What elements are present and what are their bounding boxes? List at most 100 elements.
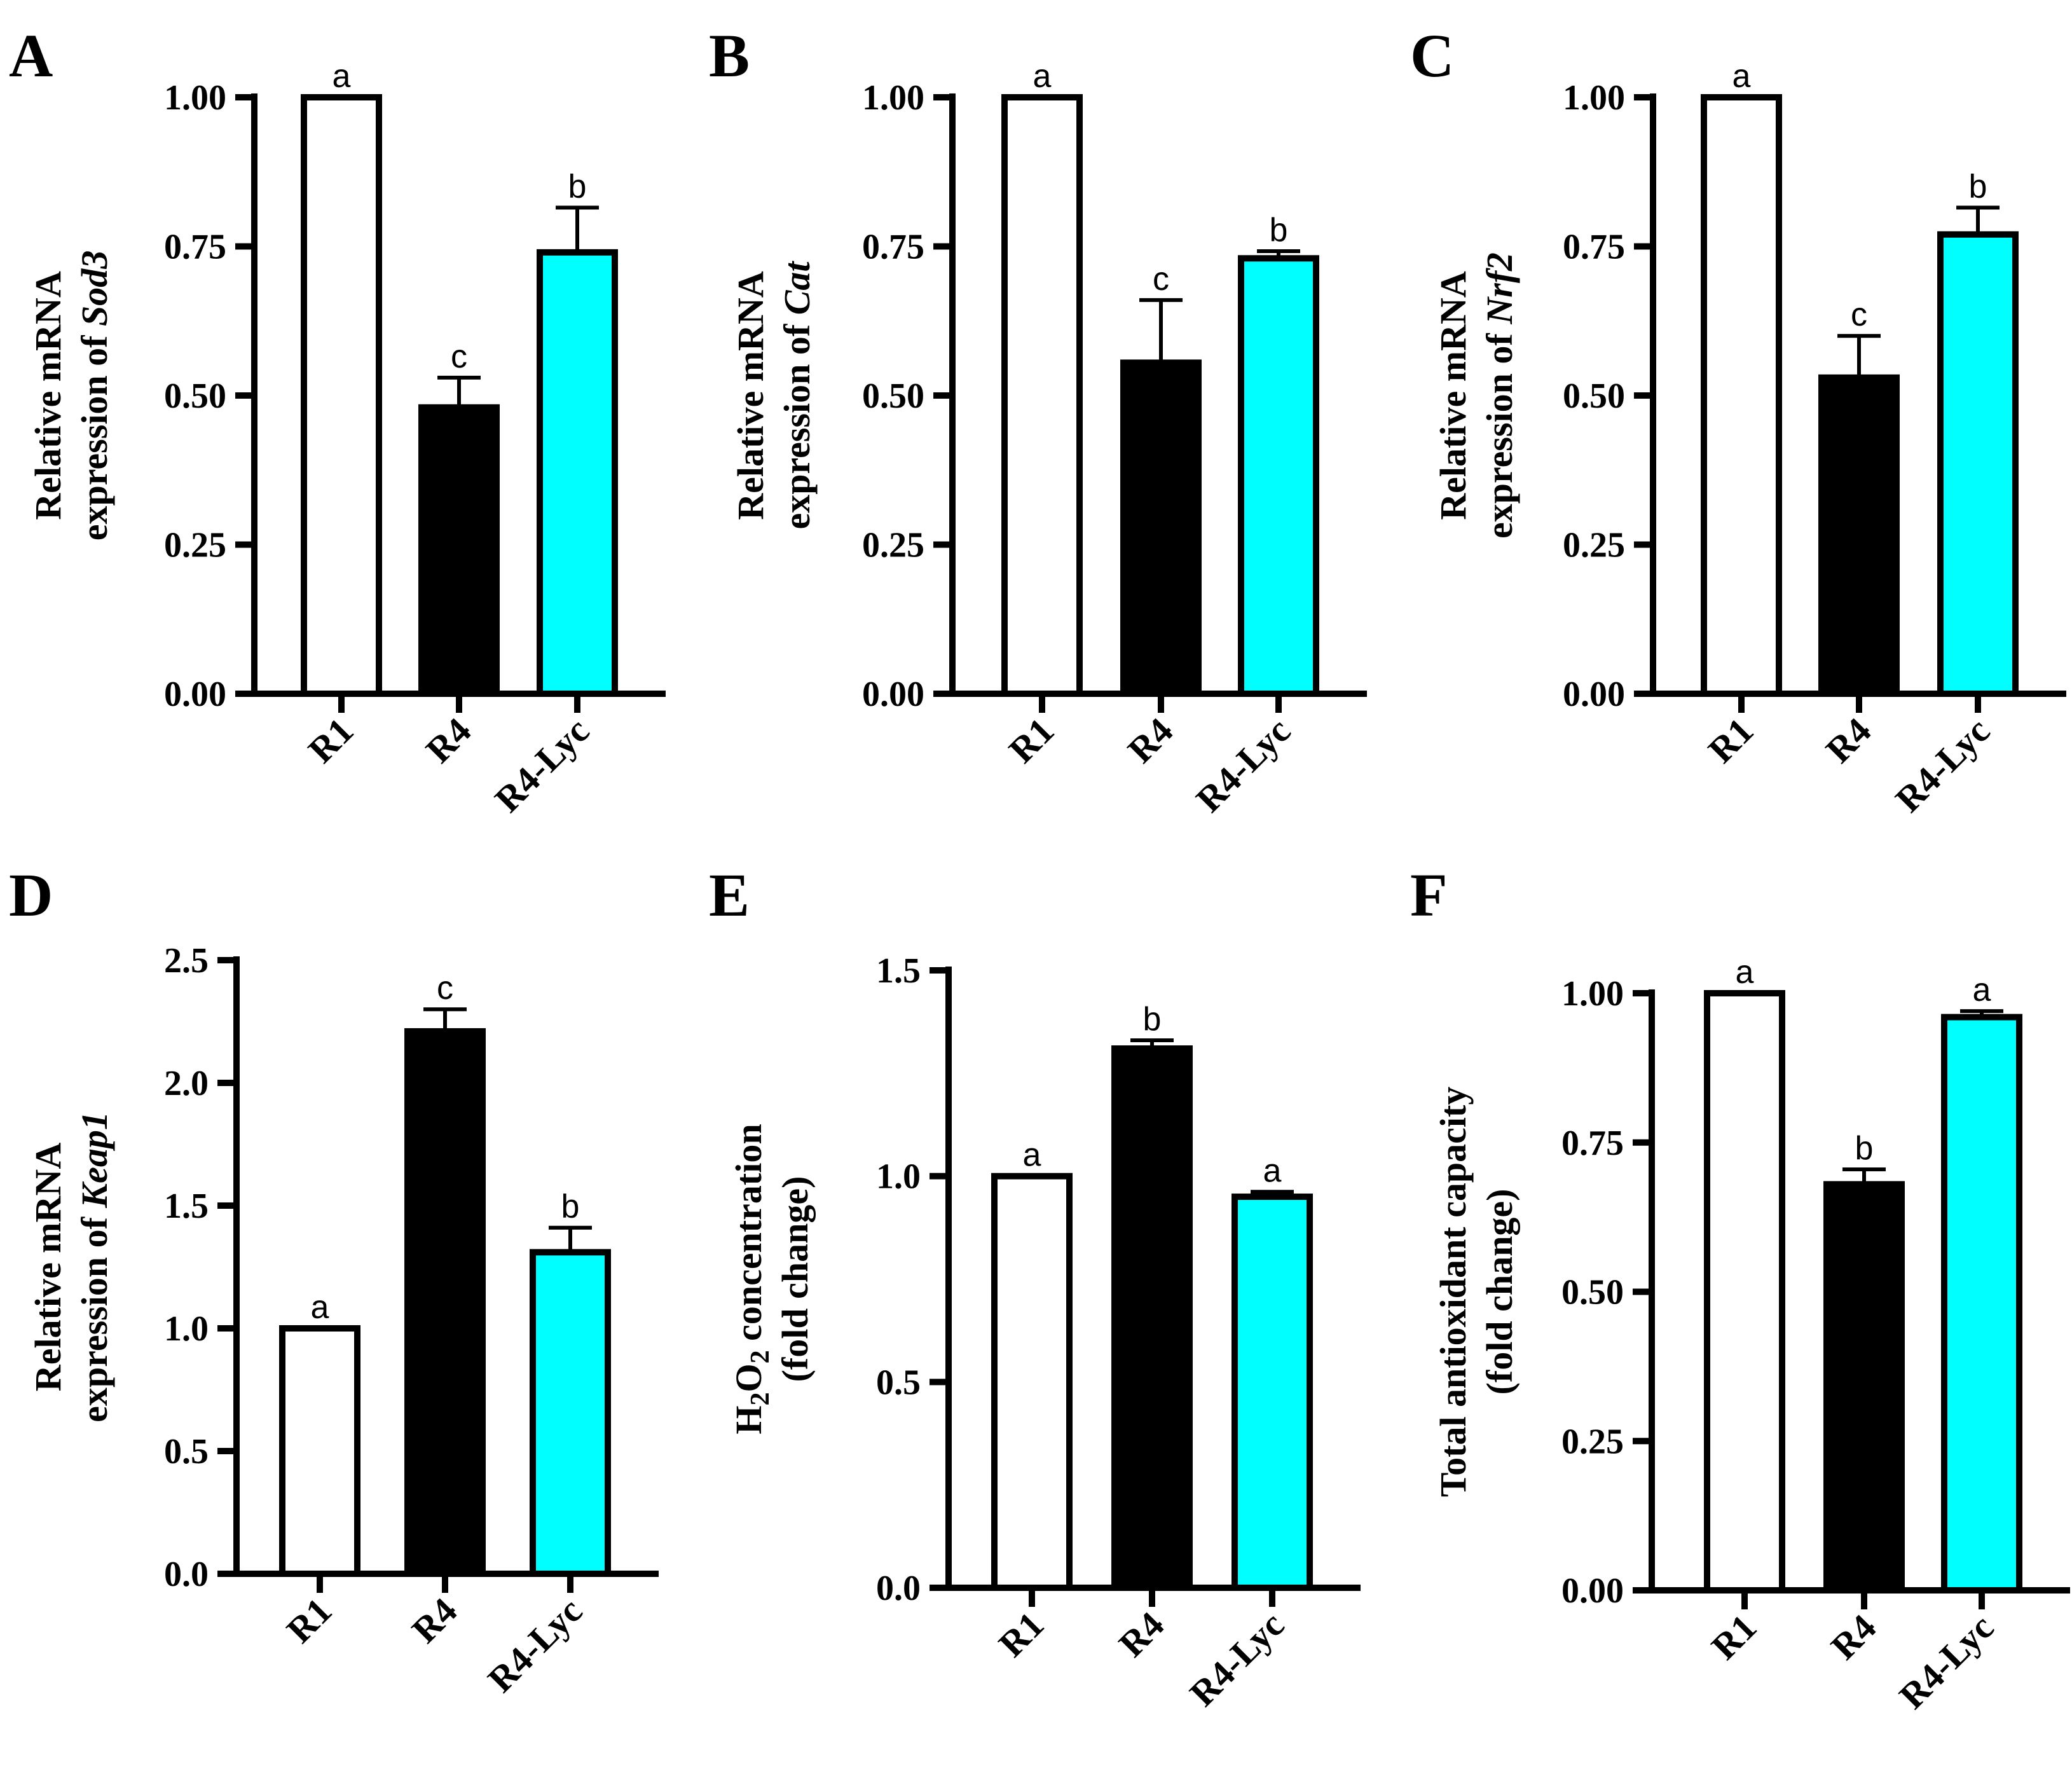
y-tick-label: 0.00 [862, 675, 924, 714]
y-axis-title-gene: Sod3 [74, 251, 115, 326]
panel-letter: F [1410, 861, 1448, 929]
category-label: R4 [1120, 710, 1181, 771]
y-tick-label: 0.5 [876, 1363, 921, 1402]
significance-letter: a [311, 1289, 329, 1326]
category-label: R4 [1823, 1606, 1884, 1667]
panel-letter: B [709, 22, 750, 90]
y-axis-title-line2: expression of Nrf2 [1479, 252, 1520, 539]
y-tick-label: 1.5 [164, 1187, 209, 1226]
y-axis-title-line1: H2O2 concentration [728, 1124, 775, 1434]
bar-r1 [1001, 94, 1083, 697]
y-tick-label: 0.75 [1563, 228, 1625, 267]
y-tick-label: 0.0 [164, 1555, 209, 1594]
category-label: R1 [991, 1604, 1052, 1665]
significance-letter: b [1855, 1130, 1874, 1167]
y-axis-title-prefix: expression of [74, 326, 115, 540]
y-tick-label: 2.0 [164, 1064, 209, 1103]
category-label: R4-Lyc [480, 1590, 591, 1700]
y-tick-label: 0.0 [876, 1569, 921, 1608]
bar-r4-lyc [1937, 231, 2019, 697]
y-axis-title-line1: Relative mRNA [1432, 271, 1474, 520]
y-tick-label: 0.25 [862, 526, 924, 565]
significance-letter: a [1973, 972, 1991, 1008]
bar-r4 [1823, 1181, 1905, 1593]
y-axis-title-prefix: expression of [776, 315, 818, 529]
bar-r1 [991, 1173, 1073, 1591]
y-tick-label: 0.75 [862, 228, 924, 267]
bar-r4 [404, 1028, 486, 1577]
panel-letter: E [709, 861, 750, 929]
bar-r1 [279, 1325, 360, 1577]
y-axis-title-prefix: expression of [74, 1208, 115, 1422]
category-label: R4 [1818, 710, 1879, 771]
significance-letter: a [1736, 954, 1754, 991]
panel-letter: A [9, 22, 53, 90]
y-tick-label: 0.25 [1563, 526, 1625, 565]
bar-r4-lyc [537, 249, 618, 697]
y-tick-label: 0.75 [1561, 1124, 1624, 1163]
y-tick-label: 0.50 [862, 376, 924, 416]
panel-c: C 0.00 0.25 0.50 0.75 1.00 a R1 c R4 b R4-Lyc Relati… [1410, 22, 2066, 820]
significance-letter: a [1023, 1137, 1041, 1174]
category-label: R4 [404, 1590, 465, 1651]
y-axis-title-gene: Nrf2 [1479, 252, 1520, 325]
significance-letter: b [561, 1188, 580, 1225]
significance-letter: b [1143, 1001, 1162, 1038]
bar-r1 [301, 94, 382, 697]
y-tick-label: 1.0 [876, 1157, 921, 1197]
significance-letter: a [1033, 58, 1052, 95]
y-axis-title-gene: Cat [776, 261, 818, 315]
y-tick-label: 0.25 [164, 526, 226, 565]
y-axis-title-line2: expression of Sod3 [74, 251, 115, 541]
significance-letter: c [1153, 261, 1169, 298]
y-axis-title-line2: expression of Keap1 [74, 1112, 115, 1422]
category-label: R4 [1111, 1604, 1172, 1665]
y-tick-label: 0.25 [1561, 1422, 1624, 1461]
significance-letter: b [1969, 169, 1987, 205]
category-label: R1 [300, 710, 361, 771]
category-label: R1 [278, 1590, 340, 1651]
y-axis-title-part: O [728, 1363, 769, 1392]
y-axis-title-part: 2 [746, 1393, 775, 1406]
significance-letter: b [568, 169, 587, 205]
bar-r1 [1704, 990, 1785, 1593]
y-axis-title-prefix: expression of [1479, 324, 1520, 539]
y-axis-title-line1: Relative mRNA [27, 271, 69, 520]
category-label: R1 [1703, 1606, 1764, 1667]
y-tick-label: 1.00 [1561, 974, 1624, 1014]
y-tick-label: 0.00 [1563, 675, 1625, 714]
panel-a: A 0.00 0.25 0.50 0.75 1.00 a R1 c R4 b R4-Lyc Relati… [9, 22, 666, 820]
y-tick-label: 0.50 [164, 376, 226, 416]
y-tick-label: 1.0 [164, 1309, 209, 1349]
panel-d: D 0.0 0.5 1.0 1.5 2.0 2.5 a R1 c R4 b R4-Lyc Relative… [9, 861, 659, 1700]
y-tick-label: 1.00 [1563, 78, 1625, 118]
panel-letter: C [1410, 22, 1454, 90]
y-tick-label: 0.50 [1563, 376, 1625, 416]
significance-letter: c [1851, 296, 1867, 333]
y-axis-title-line2: (fold change) [774, 1176, 816, 1382]
y-tick-label: 1.00 [164, 78, 226, 118]
y-tick-label: 0.50 [1561, 1273, 1624, 1312]
y-axis-title-line1: Total antioxidant capacity [1432, 1087, 1474, 1497]
y-axis-title-part: H [728, 1406, 769, 1435]
y-axis-title-gene: Keap1 [74, 1112, 115, 1208]
y-axis-title-line1: Relative mRNA [730, 271, 771, 520]
bar-r4-lyc [1232, 1194, 1313, 1591]
panel-letter: D [9, 861, 53, 929]
y-tick-label: 1.5 [876, 951, 921, 991]
bar-r4 [418, 404, 500, 697]
y-tick-label: 2.5 [164, 941, 209, 981]
y-axis-title-part: 2 [746, 1350, 775, 1363]
bar-r4-lyc [1941, 1014, 2022, 1594]
bar-r4 [1818, 374, 1900, 697]
y-axis-title-part: concentration [728, 1124, 769, 1350]
y-axis-title-line1: Relative mRNA [27, 1143, 69, 1392]
category-label: R4-Lyc [1188, 710, 1299, 820]
significance-letter: b [1270, 212, 1288, 249]
y-axis-title-line2: (fold change) [1479, 1189, 1520, 1395]
significance-letter: a [1263, 1152, 1282, 1189]
bar-r1 [1701, 94, 1782, 697]
bar-r4 [1111, 1045, 1193, 1591]
